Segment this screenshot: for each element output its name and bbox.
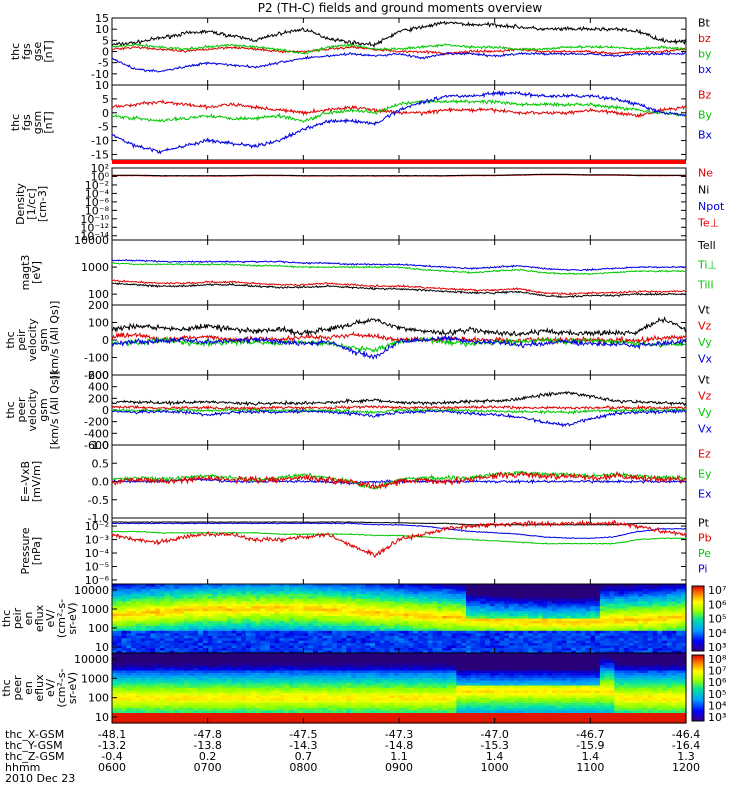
colorbar-tick-label: 10⁶ [708, 598, 727, 611]
series-line-vt [112, 392, 686, 405]
y-tick-label: 0.0 [92, 476, 110, 489]
series-line-bx [112, 52, 686, 72]
y-tick-label: -15 [91, 148, 109, 161]
legend-vt: Vt [698, 303, 711, 316]
legend-vt: Vt [698, 373, 711, 386]
spectrogram-peir_flux: 10000100010010thcpeirenefluxeV/(cm²-s-sr… [0, 584, 727, 654]
legend-pe: Pe [698, 547, 711, 560]
legend-vy: Vy [698, 406, 712, 419]
y-tick-label: 10000 [74, 234, 109, 247]
y-tick-label: -5 [98, 121, 109, 134]
panel-peer_vel: 6004002000-200-400-600thcpeervelocitygsm… [4, 369, 713, 452]
legend-vz: Vz [698, 320, 712, 333]
legend-bz: Bz [698, 89, 712, 102]
panel-frame [112, 168, 686, 240]
y-tick-label: 200 [88, 299, 109, 312]
y-tick-label: -100 [84, 352, 109, 365]
legend-vy: Vy [698, 336, 712, 349]
colorbar [692, 586, 704, 651]
colorbar-tick-label: 10⁴ [708, 627, 727, 640]
legend-bx: bx [698, 63, 712, 76]
legend-till: Till [697, 278, 714, 291]
plot-title: P2 (TH-C) fields and ground moments over… [258, 1, 543, 15]
legend-ex: Ex [698, 488, 712, 501]
colorbar-tick-label: 10⁵ [708, 613, 726, 626]
legend-bx: Bx [698, 129, 713, 142]
y-axis-label: [km/s (All Qs)] [48, 371, 61, 450]
spectrogram-peer_flux: 10000100010010thcpeerenefluxeV/(cm²-s-sr… [0, 653, 727, 724]
legend-te⊥: Te⊥ [697, 217, 719, 230]
legend-pb: Pb [698, 532, 712, 545]
panel-frame [112, 85, 686, 160]
y-tick-label: 0 [102, 107, 109, 120]
series-line-bz [112, 101, 686, 117]
y-axis-label: [nT] [42, 111, 55, 133]
series-line-bt [112, 22, 686, 47]
y-tick-label: 10⁻⁵ [85, 560, 109, 573]
legend-pt: Pt [698, 516, 710, 529]
panel-frame [112, 518, 686, 584]
legend-bt: Bt [698, 16, 711, 29]
series-line-te [112, 280, 686, 295]
y-axis-label: [nPa] [30, 537, 43, 565]
y-tick-label: -0.5 [88, 494, 109, 507]
y-tick-label: 5 [102, 93, 109, 106]
legend-ti⊥: Ti⊥ [697, 259, 717, 272]
legend-vz: Vz [698, 390, 712, 403]
legend-npot: Npot [698, 200, 725, 213]
y-tick-label: 100 [88, 317, 109, 330]
legend-by: By [698, 109, 713, 122]
y-tick-label: 10 [95, 79, 109, 92]
y-axis-label: [cm-3] [36, 186, 49, 222]
series-line-bx [112, 92, 686, 154]
legend-ne: Ne [698, 167, 713, 180]
y-tick-label: 1000 [81, 603, 109, 616]
legend-ey: Ey [698, 468, 712, 481]
y-axis-label: [mV/m] [30, 461, 43, 502]
y-axis-label: [eV] [30, 261, 43, 284]
y-tick-label: 0.5 [92, 457, 110, 470]
y-axis-label: [km/s (All Qs)] [48, 301, 61, 380]
y-axis-label: sr-eV) [66, 602, 79, 634]
y-tick-label: 1000 [81, 261, 109, 274]
legend-pi: Pi [698, 562, 707, 575]
y-tick-label: 10000 [74, 584, 109, 597]
panel-density: 10²10⁰10⁻²10⁻⁴10⁻⁶10⁻⁸10⁻¹⁰10⁻¹²10⁻¹⁴Den… [14, 160, 725, 243]
legend-ni: Ni [698, 183, 709, 196]
y-tick-label: 100 [88, 622, 109, 635]
legend-ez: Ez [698, 448, 711, 461]
series-line-pb [112, 521, 686, 557]
y-tick-label: 1.0 [92, 439, 110, 452]
y-axis-label: [nT] [42, 40, 55, 62]
y-tick-label: -10 [91, 135, 109, 148]
y-tick-label: 10⁻⁴ [85, 547, 110, 560]
y-tick-label: 10⁻² [85, 520, 109, 533]
y-tick-label: 0 [102, 334, 109, 347]
legend-by: by [698, 48, 712, 61]
legend-bz: bz [698, 32, 711, 45]
legend-vx: Vx [698, 352, 713, 365]
y-tick-label: 10⁻³ [85, 534, 109, 547]
density-flag-bar [112, 160, 686, 164]
legend-tell: Tell [697, 239, 716, 252]
legend-vx: Vx [698, 422, 713, 435]
series-line-vt [112, 318, 686, 336]
panel-pressure: 10⁻²10⁻³10⁻⁴10⁻⁵10⁻⁶Pressure[nPa]PtPbPeP… [19, 516, 712, 587]
colorbar-tick-label: 10⁷ [708, 584, 726, 597]
